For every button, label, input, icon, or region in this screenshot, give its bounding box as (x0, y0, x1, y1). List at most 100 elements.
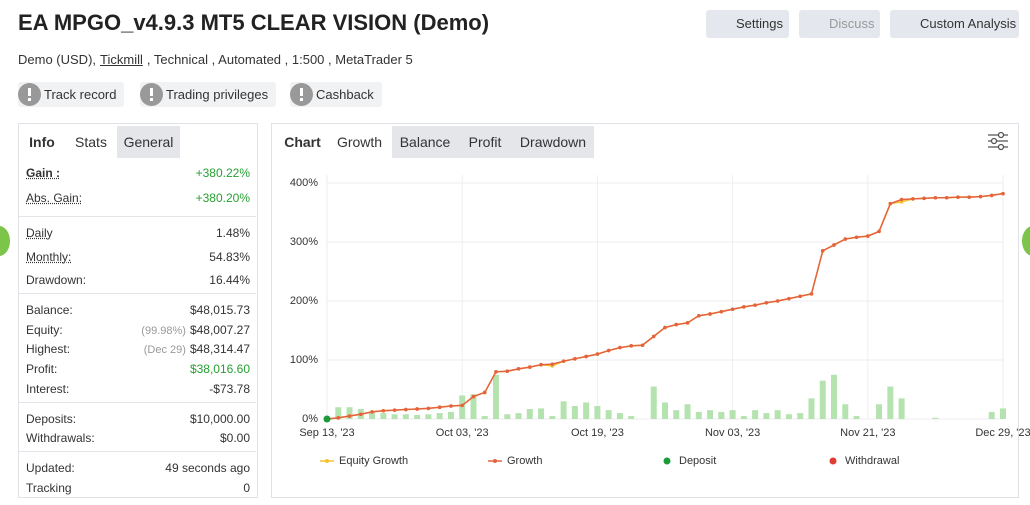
info-tab[interactable]: Info (29, 134, 55, 150)
series-marker (730, 307, 735, 312)
bar (662, 402, 668, 419)
edge-dot (1022, 226, 1030, 256)
bar (628, 416, 635, 419)
series-marker (922, 196, 926, 201)
badge[interactable]: Track record (18, 82, 125, 107)
subtitle: Demo (USD), Tickmill, Technical , Automat… (18, 52, 413, 67)
drawdown-tab[interactable]: Drawdown (512, 126, 594, 158)
series-marker (809, 292, 814, 296)
series-marker (584, 354, 588, 359)
stat-value: $10,000.00 (190, 410, 250, 428)
stat-label: Equity: (26, 323, 63, 337)
bar (335, 407, 342, 419)
stat-number: 49 seconds ago (165, 461, 250, 475)
stat-row: Drawdown: 16.44% (26, 271, 250, 289)
y-tick-label: 300% (290, 236, 318, 248)
subtitle-text: Demo (USD), (18, 52, 97, 67)
badge-label: Cashback (316, 87, 374, 102)
stat-row: Deposits: $10,000.00 (26, 410, 250, 428)
bar (1000, 408, 1006, 419)
stat-value: $38,016.60 (190, 360, 250, 378)
bar (752, 410, 759, 419)
stat-number: -$73.78 (209, 382, 250, 396)
stat-value: 54.83% (209, 248, 250, 266)
stat-value: +380.22% (196, 164, 250, 182)
series-marker (347, 414, 352, 418)
stat-label: Updated: (26, 461, 75, 475)
bar (402, 414, 409, 419)
stat-row: Gain : +380.22% (26, 164, 250, 182)
stat-row: Highest: (Dec 29) $48,314.47 (26, 340, 250, 358)
filter-icon[interactable] (987, 131, 1009, 151)
bar (650, 386, 657, 419)
bar (695, 411, 702, 419)
series-marker (742, 305, 746, 309)
growth-tab[interactable]: Growth (336, 134, 383, 150)
stat-row: Equity: (99.98%) $48,007.27 (26, 321, 250, 339)
general-tab[interactable]: General (117, 126, 180, 158)
bar (414, 414, 421, 419)
bar (380, 413, 387, 419)
custom-analysis-button[interactable]: Custom Analysis (890, 10, 1019, 38)
legend-label: Growth (507, 455, 542, 467)
stats-tab[interactable]: Stats (75, 134, 107, 150)
stat-number: $38,016.60 (189, 362, 250, 376)
event-point (323, 415, 331, 423)
x-tick-label: Oct 19, '23 (571, 427, 624, 439)
bar (549, 416, 556, 419)
balance-tab[interactable]: Balance (392, 126, 458, 158)
stat-value: -$73.78 (209, 380, 250, 398)
series-marker (911, 197, 915, 201)
y-tick-label: 400% (290, 177, 318, 189)
bar (571, 406, 578, 419)
series-marker (888, 201, 893, 206)
broker-link[interactable]: Tickmill (100, 52, 143, 67)
series-marker (978, 194, 983, 199)
series-marker (370, 410, 374, 414)
stat-number: 0 (243, 481, 250, 495)
series-marker (708, 312, 712, 316)
series-line (326, 192, 1004, 420)
series-marker (899, 197, 904, 202)
bar (808, 398, 815, 419)
stat-row: Monthly: 54.83% (26, 248, 250, 266)
badge-label: Trading privileges (166, 87, 269, 102)
bar (853, 416, 860, 419)
profit-tab[interactable]: Profit (458, 126, 512, 158)
bar (684, 404, 691, 419)
stat-row: Withdrawals: $0.00 (26, 429, 250, 447)
bar (797, 413, 804, 419)
stat-row: Balance: $48,015.73 (26, 301, 250, 319)
series-marker (359, 412, 363, 417)
stat-label: Profit: (26, 362, 58, 376)
bar (447, 411, 454, 419)
series-marker (336, 416, 341, 420)
separator (19, 451, 256, 452)
bar (470, 394, 477, 419)
stat-number: $48,015.73 (189, 303, 250, 317)
bar (391, 414, 398, 419)
series-marker (989, 193, 994, 198)
bar (436, 413, 443, 419)
y-tick-label: 0% (302, 413, 318, 425)
series-marker (505, 369, 510, 374)
stat-label: Drawdown: (26, 273, 87, 287)
legend-marker (493, 459, 497, 463)
settings-button[interactable]: Settings (706, 10, 789, 38)
series-marker (674, 322, 679, 327)
series-marker (595, 352, 600, 356)
bar (369, 411, 376, 419)
bar (425, 414, 432, 419)
chart-tab[interactable]: Chart (284, 134, 321, 150)
stat-number: $0.00 (219, 431, 250, 445)
stat-label: Withdrawals: (26, 431, 95, 445)
badge[interactable]: Trading privileges (140, 82, 277, 107)
stat-value: 0 (243, 479, 250, 497)
legend-label: Deposit (679, 455, 716, 467)
discuss-button[interactable]: Discuss (799, 10, 880, 38)
series-marker (697, 313, 701, 318)
x-tick-label: Oct 03, '23 (436, 427, 489, 439)
badge[interactable]: Cashback (290, 82, 382, 107)
bar (594, 406, 601, 419)
series-marker (877, 229, 881, 234)
